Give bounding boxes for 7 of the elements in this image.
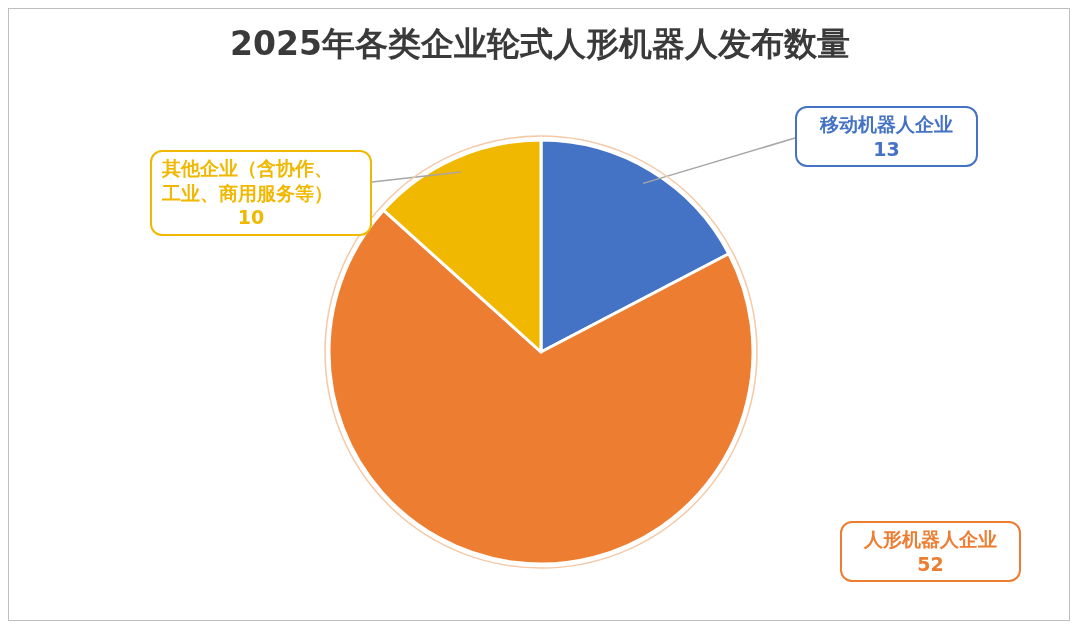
data-label: 10 bbox=[236, 205, 266, 231]
slice-label: 其他企业（含协作、工业、商用服务等） bbox=[162, 157, 333, 204]
chart-title: 2025年各类企业轮式人形机器人发布数量 bbox=[229, 23, 851, 65]
data-label: 13 bbox=[872, 136, 901, 162]
slice-label: 移动机器人企业 bbox=[820, 113, 953, 135]
slice-label: 人形机器人企业 bbox=[864, 528, 997, 550]
data-label: 52 bbox=[916, 551, 945, 577]
